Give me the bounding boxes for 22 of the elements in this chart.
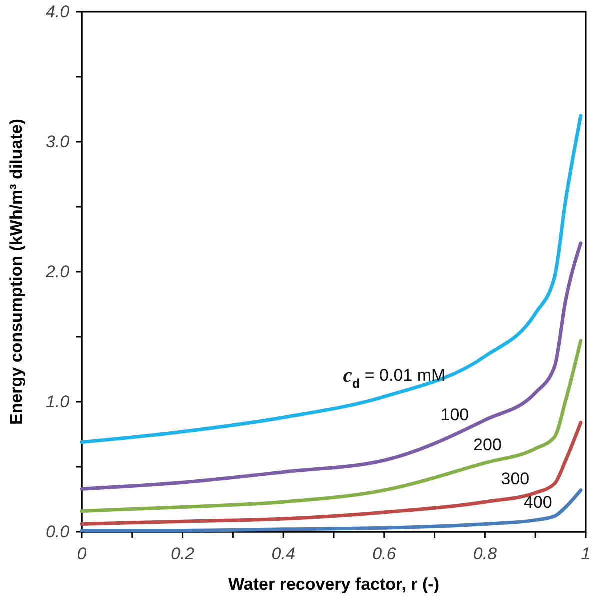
x-tick-label: 0.4 xyxy=(272,544,296,564)
x-tick-label: 0.6 xyxy=(372,544,397,564)
line-series xyxy=(80,339,583,513)
x-tick-label: 0.2 xyxy=(170,544,196,564)
series-label: 400 xyxy=(524,493,552,512)
x-tick-label: 0 xyxy=(77,544,88,564)
series-label: 200 xyxy=(474,436,502,455)
y-axis-title: Energy consumption (kWh/m³ diluate) xyxy=(7,118,26,426)
line-series xyxy=(80,421,583,526)
y-tick-label: 3.0 xyxy=(46,132,70,152)
series-label: c$_{d}$ = 0.01 mM xyxy=(343,364,446,391)
y-tick-label: 1.0 xyxy=(46,392,70,412)
series-label: 300 xyxy=(501,470,530,490)
x-tick-label: 0.8 xyxy=(473,544,498,564)
y-tick-label: 4.0 xyxy=(46,2,70,22)
line-series xyxy=(80,242,583,491)
line-series xyxy=(80,488,583,532)
y-tick-label: 0.0 xyxy=(46,522,70,542)
y-tick-label: 2.0 xyxy=(44,262,70,282)
x-axis-title: Water recovery factor, r (-) xyxy=(228,575,440,594)
x-tick-label: 1 xyxy=(581,544,591,564)
series-label: 100 xyxy=(440,406,470,425)
